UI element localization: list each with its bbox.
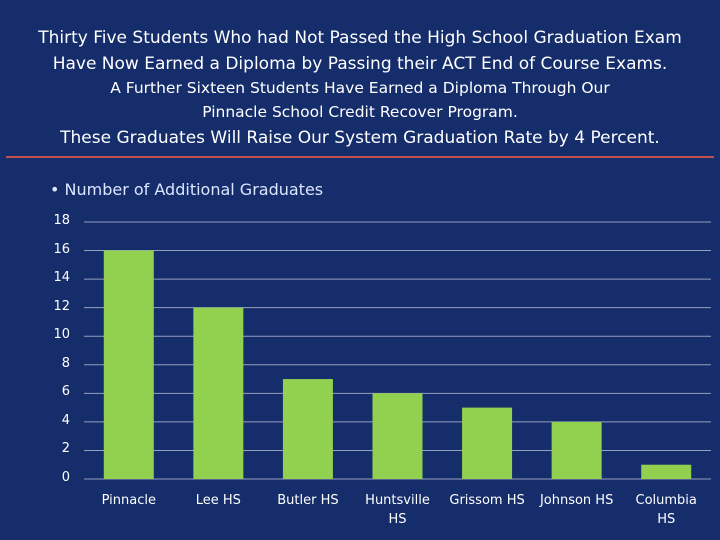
bar-chart [0, 174, 720, 540]
bar-grissom-hs [462, 407, 513, 479]
headline-line-2: Have Now Earned a Diploma by Passing the… [52, 54, 668, 74]
header-divider [6, 156, 714, 158]
x-tick-label: Huntsville HS [365, 493, 430, 527]
y-tick-label: 6 [61, 384, 70, 400]
bar-johnson-hs [551, 421, 602, 479]
bar-pinnacle [103, 250, 154, 479]
y-tick-label: 4 [61, 412, 70, 428]
y-tick-label: 12 [53, 298, 70, 314]
y-tick-label: 8 [61, 355, 70, 371]
y-tick-label: 16 [53, 241, 70, 257]
y-tick-label: 10 [53, 327, 70, 343]
summary-line: These Graduates Will Raise Our System Gr… [60, 128, 660, 148]
slide-header: Thirty Five Students Who had Not Passed … [0, 0, 720, 170]
y-tick-label: 18 [53, 213, 70, 228]
x-tick-label: Lee HS [195, 493, 241, 508]
subheadline-line-2: Pinnacle School Credit Recover Program. [202, 103, 518, 121]
y-tick-label: 2 [61, 441, 70, 457]
x-tick-label: Columbia HS [635, 493, 697, 527]
chart-legend: • Number of Additional Graduates [50, 180, 324, 199]
subheadline-line-1: A Further Sixteen Students Have Earned a… [110, 79, 610, 97]
x-tick-label: Johnson HS [539, 493, 614, 508]
x-tick-label: Butler HS [277, 493, 339, 508]
bar-lee-hs [193, 307, 244, 479]
x-tick-label: Grissom HS [449, 493, 525, 508]
chart-plot-area [84, 221, 711, 480]
headline-line-1: Thirty Five Students Who had Not Passed … [38, 28, 682, 48]
y-tick-label: 14 [53, 270, 70, 286]
bar-columbia-hs [641, 464, 692, 479]
bar-huntsville-hs [372, 393, 423, 479]
y-tick-label: 0 [61, 470, 70, 485]
x-tick-label: Pinnacle [101, 493, 156, 508]
bar-butler-hs [282, 379, 333, 479]
